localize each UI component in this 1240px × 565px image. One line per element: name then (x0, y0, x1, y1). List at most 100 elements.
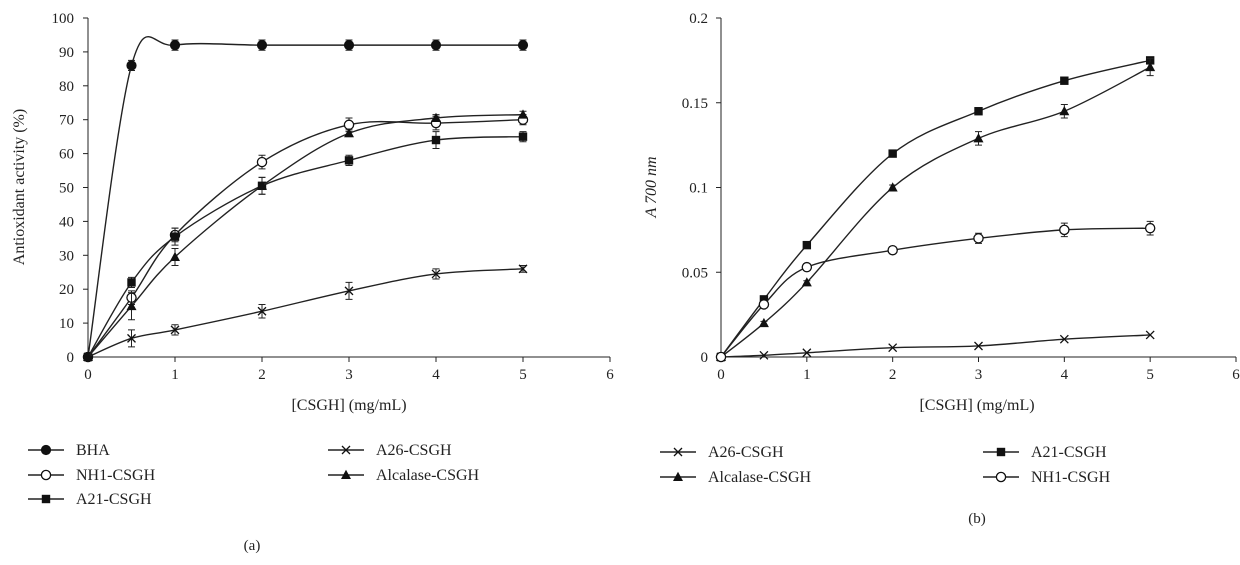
panel-b-legend-item-alcalase-csgh: Alcalase-CSGH (660, 469, 812, 486)
panel-a-point-bha (430, 40, 442, 51)
panel-b-point-nh1-csgh (1144, 222, 1156, 234)
panel-a-y-tick-label: 70 (59, 113, 74, 129)
panel-b-y-tick-label: 0.15 (682, 96, 708, 112)
chart-panel-b: A 700 nm [CSGH] (mg/mL) (b) 0 1 2 3 4 5 6 0 0.05… (643, 11, 1240, 527)
panel-b-point-a21-csgh (974, 107, 983, 116)
panel-b-legend-item-a26-csgh: A26-CSGH (660, 444, 784, 461)
panel-b-x-axis-title: [CSGH] (mg/mL) (919, 397, 1034, 414)
panel-b-point-a26-csgh (974, 341, 983, 351)
panel-b-x-tick-label: 4 (1061, 367, 1069, 383)
legend-marker-a21-csgh (41, 494, 51, 504)
panel-a-point-a21-csgh (170, 232, 180, 241)
panel-a-point-a26-csgh (257, 306, 267, 316)
panel-b-point-nh1-csgh (887, 244, 898, 256)
panel-b-point-a21-csgh (1060, 76, 1069, 85)
panel-b-y-axis-title: A 700 nm (643, 156, 660, 218)
panel-b-line-alcalase-csgh (720, 66, 1151, 358)
panel-b-point-nh1-csgh (801, 261, 813, 273)
panel-a-x-tick-label: 1 (171, 367, 179, 383)
panel-a-x-axis-title: [CSGH] (mg/mL) (291, 397, 406, 414)
legend-marker-alcalase-csgh (673, 471, 683, 481)
panel-b-point-alcalase-csgh (1059, 106, 1070, 116)
panel-a-y-tick-label: 10 (59, 316, 74, 332)
panel-a-point-alcalase-csgh (83, 351, 93, 361)
panel-a-line-alcalase-csgh (87, 113, 524, 358)
panel-a-series-a21-csgh (83, 131, 528, 362)
panel-b-point-a26-csgh (1145, 330, 1155, 340)
panel-a-x-tick-label: 0 (84, 367, 92, 383)
panel-a-series-nh1-csgh (82, 114, 529, 363)
legend-marker-a26-csgh (341, 445, 351, 455)
legend-label: Alcalase-CSGH (376, 467, 480, 484)
panel-b-x-tick-label: 0 (717, 367, 725, 383)
panel-b-point-alcalase-csgh (1145, 61, 1156, 72)
panel-a-point-alcalase-csgh (126, 300, 137, 311)
panel-b-point-nh1-csgh (758, 299, 770, 310)
panel-a-legend: BHA A26-CSGH NH1-CSGH Alcalase-CSGH A21-CSGH (28, 442, 480, 508)
panel-b-legend-item-nh1-csgh: NH1-CSGH (983, 469, 1111, 486)
panel-b-line-a26-csgh (720, 334, 1151, 358)
panel-a-point-alcalase-csgh (170, 251, 180, 261)
panel-a-y-tick-label: 50 (59, 181, 74, 197)
panel-b-point-alcalase-csgh (801, 277, 812, 287)
chart-panel-a: Antioxidant activity (%) [CSGH] (mg/mL) … (11, 11, 614, 554)
panel-a-series-a26-csgh (83, 264, 528, 362)
legend-marker-a26-csgh (673, 447, 683, 457)
panel-b-point-alcalase-csgh (887, 182, 898, 192)
panel-b-point-a21-csgh (802, 240, 812, 250)
panel-a-legend-item-a21-csgh: A21-CSGH (28, 491, 152, 508)
panel-a-point-bha (343, 40, 355, 51)
legend-marker-bha (40, 444, 52, 456)
panel-a-point-alcalase-csgh (431, 112, 441, 123)
panel-a-point-a26-csgh (431, 269, 441, 279)
panel-b-point-a26-csgh (759, 350, 769, 360)
panel-a-point-a21-csgh (431, 135, 441, 145)
legend-label: A26-CSGH (708, 444, 784, 461)
panel-a-legend-item-bha: BHA (28, 442, 110, 459)
panel-b-point-alcalase-csgh (973, 133, 984, 143)
panel-b-point-alcalase-csgh (758, 317, 769, 328)
panel-a-series-alcalase-csgh (83, 109, 528, 361)
panel-a-line-a21-csgh (87, 135, 524, 358)
panel-a-point-a26-csgh (344, 286, 354, 296)
panel-a-series-bha (82, 36, 529, 363)
panel-a-point-a21-csgh (344, 156, 354, 165)
panel-a-y-tick-label: 90 (59, 45, 74, 61)
panel-a-point-alcalase-csgh (257, 180, 267, 190)
panel-a-line-bha (87, 36, 523, 358)
panel-a-legend-item-alcalase-csgh: Alcalase-CSGH (328, 467, 480, 484)
panel-b-legend-item-a21-csgh: A21-CSGH (983, 444, 1107, 461)
panel-a-point-alcalase-csgh (518, 109, 528, 119)
legend-label: A21-CSGH (76, 491, 152, 508)
legend-marker-nh1-csgh (995, 471, 1007, 483)
panel-a-point-bha (256, 40, 268, 51)
legend-marker-alcalase-csgh (341, 469, 351, 479)
panel-a-point-nh1-csgh (256, 156, 268, 168)
panel-a-legend-item-nh1-csgh: NH1-CSGH (28, 467, 156, 484)
panel-b-series-a21-csgh (716, 56, 1155, 362)
panel-a-line-a26-csgh (87, 268, 524, 358)
panel-a-point-a21-csgh (518, 132, 528, 141)
panel-b-x-tick-label: 2 (889, 367, 897, 383)
panel-a-point-bha (517, 40, 529, 51)
panel-b-legend: A26-CSGH A21-CSGH Alcalase-CSGH NH1-CSGH (660, 444, 1111, 486)
panel-b-x-tick-label: 1 (803, 367, 811, 383)
panel-a-point-alcalase-csgh (344, 128, 354, 138)
panel-a-y-tick-label: 100 (52, 11, 75, 27)
legend-label: NH1-CSGH (76, 467, 156, 484)
panel-b-series-a26-csgh (716, 330, 1155, 362)
legend-label: Alcalase-CSGH (708, 469, 812, 486)
panel-b-y-tick-label: 0.2 (689, 11, 708, 27)
panel-a-y-tick-label: 30 (59, 248, 74, 264)
panel-a-x-tick-label: 6 (606, 367, 614, 383)
panel-b-y-tick-label: 0 (701, 350, 709, 366)
panel-a-legend-item-a26-csgh: A26-CSGH (328, 442, 452, 459)
panel-a-point-a26-csgh (170, 325, 180, 335)
panel-b-point-a21-csgh (888, 149, 897, 158)
panel-a-x-tick-label: 3 (345, 367, 353, 383)
panel-b-x-tick-label: 3 (975, 367, 983, 383)
panel-b-label: (b) (968, 511, 986, 527)
panel-a-x-tick-label: 2 (258, 367, 266, 383)
panel-a-y-tick-label: 0 (67, 350, 75, 366)
